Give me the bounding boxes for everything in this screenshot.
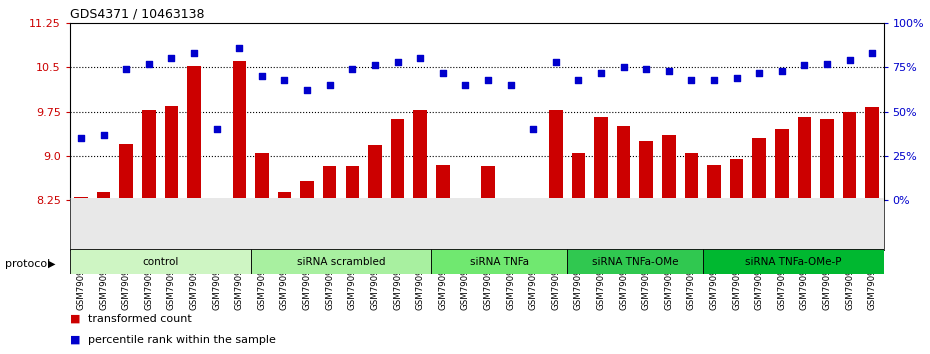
Bar [549,110,563,200]
Point [549,59,564,65]
Text: siRNA TNFa-OMe: siRNA TNFa-OMe [591,257,678,267]
Bar [617,126,631,200]
Text: ■: ■ [70,335,80,345]
Point [819,61,834,67]
FancyBboxPatch shape [250,249,432,274]
Bar [572,153,585,200]
Bar [662,135,675,200]
Bar [594,118,607,200]
Point [277,77,292,82]
Point [299,87,314,93]
FancyBboxPatch shape [567,249,703,274]
Bar [843,112,857,200]
Point [209,126,224,132]
Text: siRNA TNFa-OMe-P: siRNA TNFa-OMe-P [745,257,842,267]
Bar [210,198,223,200]
FancyBboxPatch shape [432,249,567,274]
Point [775,68,790,74]
Bar [684,153,698,200]
Bar [436,165,449,200]
Text: siRNA TNFa: siRNA TNFa [470,257,529,267]
Point [73,135,88,141]
Point [119,66,134,72]
Bar [278,192,291,200]
Point [232,45,246,51]
Bar [752,138,766,200]
Bar [504,198,517,200]
Point [707,77,722,82]
Bar [368,145,381,200]
Point [503,82,518,88]
Point [616,64,631,70]
Point [323,82,338,88]
Text: ▶: ▶ [48,259,56,269]
Point [729,75,744,81]
Bar [255,153,269,200]
Text: siRNA scrambled: siRNA scrambled [297,257,385,267]
Text: ■: ■ [70,314,80,324]
Point [865,50,880,56]
Bar [866,107,879,200]
Bar [74,197,87,200]
Bar [775,129,789,200]
Bar [232,61,246,200]
Point [639,66,654,72]
Point [458,82,472,88]
Point [413,56,428,61]
Point [96,132,111,137]
Bar [413,110,427,200]
Bar [820,119,834,200]
Point [797,63,812,68]
Text: percentile rank within the sample: percentile rank within the sample [88,335,276,345]
Bar [97,192,111,200]
Point [435,70,450,75]
Point [661,68,676,74]
Point [525,126,540,132]
Text: GDS4371 / 10463138: GDS4371 / 10463138 [70,7,205,21]
Text: transformed count: transformed count [88,314,193,324]
Bar [526,198,540,200]
Point [187,50,202,56]
Bar [346,166,359,200]
Point [255,73,270,79]
Bar [707,165,721,200]
Bar [119,144,133,200]
Point [593,70,608,75]
Point [141,61,156,67]
Point [164,56,179,61]
Text: control: control [142,257,179,267]
Point [390,59,405,65]
Point [684,77,698,82]
Point [571,77,586,82]
Point [843,57,857,63]
FancyBboxPatch shape [703,249,884,274]
Point [751,70,766,75]
Bar [481,166,495,200]
Bar [165,105,179,200]
Point [345,66,360,72]
Bar [300,181,313,200]
Point [481,77,496,82]
Bar [391,119,405,200]
Bar [639,141,653,200]
Bar [798,118,811,200]
Text: protocol: protocol [5,259,50,269]
Bar [187,66,201,200]
Point [367,63,382,68]
FancyBboxPatch shape [70,249,250,274]
Bar [730,159,743,200]
Bar [323,166,337,200]
Bar [142,110,155,200]
